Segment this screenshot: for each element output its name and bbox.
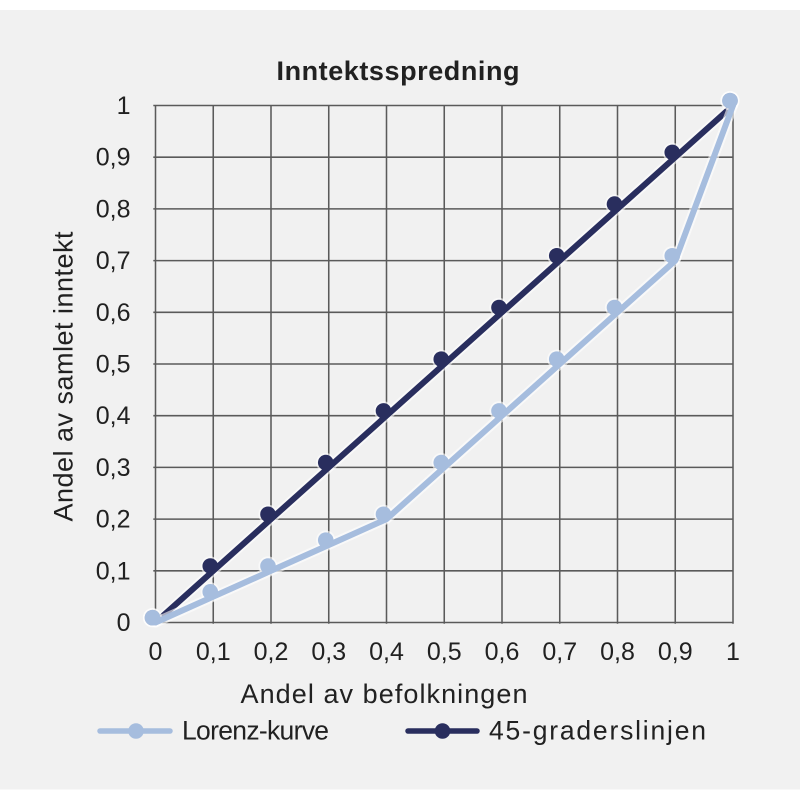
svg-text:0,7: 0,7	[542, 638, 577, 666]
svg-text:0,3: 0,3	[96, 454, 131, 482]
svg-text:0,6: 0,6	[485, 638, 520, 666]
svg-text:Inntektsspredning: Inntektsspredning	[277, 56, 520, 86]
svg-text:Andel av samlet inntekt: Andel av samlet inntekt	[48, 231, 78, 521]
svg-text:0,9: 0,9	[658, 638, 693, 666]
svg-text:0,9: 0,9	[96, 144, 131, 172]
svg-text:1: 1	[117, 92, 131, 120]
svg-text:0: 0	[149, 638, 163, 666]
svg-text:0,4: 0,4	[369, 638, 404, 666]
svg-text:45-graderslinjen: 45-graderslinjen	[489, 716, 706, 746]
svg-text:0,4: 0,4	[96, 402, 131, 430]
svg-text:0,3: 0,3	[311, 638, 346, 666]
svg-text:0: 0	[117, 609, 131, 637]
svg-text:0,7: 0,7	[96, 247, 131, 275]
svg-text:0,6: 0,6	[96, 299, 131, 327]
svg-text:0,2: 0,2	[254, 638, 289, 666]
svg-text:0,8: 0,8	[96, 195, 131, 223]
svg-text:0,1: 0,1	[96, 557, 131, 585]
svg-text:1: 1	[726, 638, 740, 666]
svg-text:0,2: 0,2	[96, 506, 131, 534]
svg-text:0,5: 0,5	[96, 351, 131, 379]
svg-text:Andel av befolkningen: Andel av befolkningen	[241, 679, 528, 709]
svg-text:Lorenz-kurve: Lorenz-kurve	[182, 716, 329, 746]
svg-text:0,8: 0,8	[600, 638, 635, 666]
svg-text:0,5: 0,5	[427, 638, 462, 666]
svg-text:0,1: 0,1	[196, 638, 231, 666]
